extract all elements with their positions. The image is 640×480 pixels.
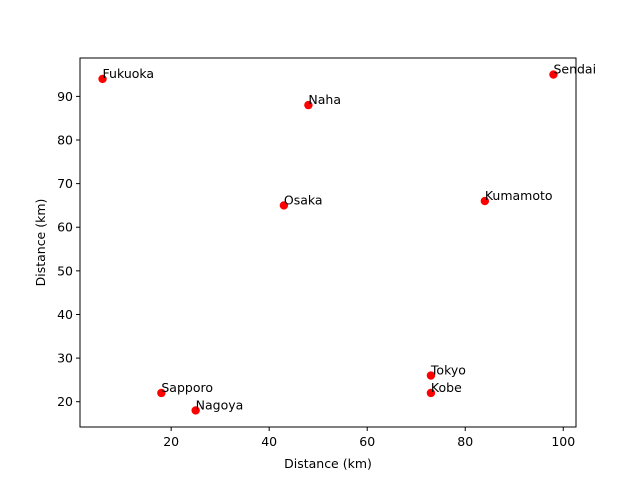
y-tick-label: 90	[57, 89, 73, 104]
data-point	[426, 388, 436, 398]
axis-ticks: 20 40 60 80 100 20 30 40 50 60 70 80 90	[57, 89, 575, 449]
y-tick-label: 70	[57, 176, 73, 191]
data-point	[480, 196, 490, 206]
y-tick-label: 80	[57, 133, 73, 148]
point-label: Nagoya	[196, 397, 244, 412]
y-tick-label: 50	[57, 263, 73, 278]
x-tick-label: 60	[359, 434, 375, 449]
data-point	[157, 388, 166, 398]
point-label: Kumamoto	[485, 188, 553, 203]
point-label: Sendai	[553, 62, 596, 77]
point-label: Sapporo	[161, 380, 213, 395]
point-label: Kobe	[431, 380, 462, 395]
y-tick-label: 60	[57, 220, 73, 235]
x-tick-label: 80	[457, 434, 473, 449]
point-labels: Fukuoka Sendai Naha Kumamoto Osaka Tokyo Kobe S…	[103, 62, 597, 413]
data-point	[98, 74, 107, 84]
point-label: Tokyo	[430, 363, 466, 378]
plot-area-frame	[79, 57, 577, 428]
x-axis-label: Distance (km)	[284, 456, 372, 471]
data-point	[549, 70, 558, 79]
data-points	[98, 70, 558, 415]
y-tick-label: 40	[57, 307, 73, 322]
y-tick-label: 20	[57, 394, 73, 409]
x-tick-label: 20	[163, 434, 179, 449]
x-tick-label: 100	[551, 434, 575, 449]
data-point	[279, 201, 289, 210]
point-label: Osaka	[284, 192, 323, 207]
x-tick-label: 40	[261, 434, 277, 449]
data-point	[304, 100, 313, 110]
y-tick-label: 30	[57, 351, 73, 366]
data-point	[426, 371, 436, 380]
point-label: Naha	[308, 92, 341, 107]
y-axis-label: Distance (km)	[33, 199, 48, 287]
data-point	[191, 406, 200, 415]
point-label: Fukuoka	[103, 66, 155, 81]
